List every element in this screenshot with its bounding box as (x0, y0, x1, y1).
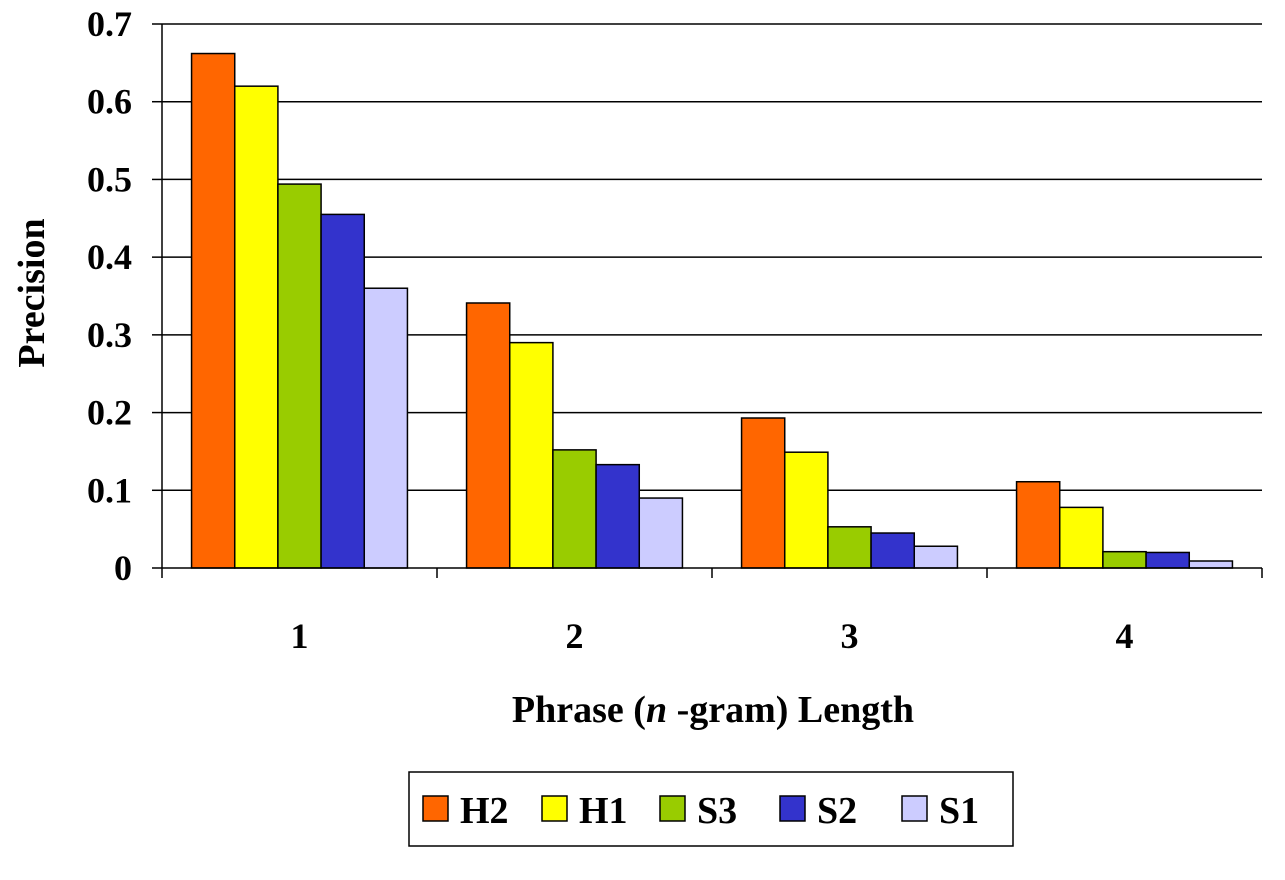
y-tick-labels: 0 0.1 0.2 0.3 0.4 0.5 0.6 0.7 (87, 4, 132, 588)
axes (152, 23, 1263, 578)
bar-h1-cat-3 (783, 451, 829, 569)
bars (190, 52, 1234, 569)
bar-s3-cat-1 (277, 183, 322, 569)
x-tick-label: 1 (291, 616, 309, 656)
bar-h1-cat-4 (1058, 506, 1104, 569)
bar-s2-cat-1 (320, 213, 366, 569)
y-tick-label: 0.5 (87, 159, 132, 199)
legend-label-h2: H2 (460, 790, 509, 832)
y-axis-title: Precision (11, 218, 53, 367)
legend-swatch-h1 (541, 795, 568, 822)
x-axis-title-part-3: -gram) Length (667, 689, 914, 731)
legend-items: H2 H1 S3 S2 S1 (422, 790, 979, 832)
legend-swatch-h2 (422, 795, 449, 822)
x-tick-labels: 1 2 3 4 (291, 616, 1134, 656)
y-tick-label: 0.4 (87, 237, 132, 277)
x-tick-label: 3 (841, 616, 859, 656)
bar-h2-cat-3 (740, 417, 786, 569)
bar-s3-cat-2 (552, 449, 597, 569)
x-axis-title-part-1: Phrase ( (512, 689, 646, 731)
y-tick-label: 0.2 (87, 393, 132, 433)
y-tick-label: 0 (114, 548, 132, 588)
legend-label-s3: S3 (697, 790, 737, 832)
legend-swatch-s2 (779, 795, 806, 822)
x-tick-label: 2 (566, 616, 584, 656)
bar-s3-cat-4 (1102, 550, 1147, 569)
bar-h2-cat-2 (465, 302, 511, 569)
bar-h1-cat-2 (508, 341, 554, 569)
x-tick-label: 4 (1116, 616, 1134, 656)
y-tick-label: 0.6 (87, 82, 132, 122)
legend-label-h1: H1 (579, 790, 628, 832)
y-tick-label: 0.3 (87, 315, 132, 355)
legend-label-s1: S1 (939, 790, 979, 832)
bar-s2-cat-3 (870, 532, 916, 569)
bar-s1-cat-1 (363, 287, 409, 569)
bar-s3-cat-3 (827, 526, 872, 569)
x-axis-title: Phrase (n -gram) Length (512, 689, 914, 731)
bar-s2-cat-2 (595, 463, 641, 569)
x-axis-title-part-2: n (646, 689, 667, 731)
legend-swatch-s3 (659, 795, 686, 822)
legend-swatch-s1 (901, 795, 928, 822)
bar-h1-cat-1 (233, 85, 279, 569)
bar-s2-cat-4 (1145, 551, 1191, 569)
y-tick-label: 0.1 (87, 470, 132, 510)
legend-label-s2: S2 (817, 790, 857, 832)
bar-s1-cat-4 (1188, 560, 1234, 569)
bar-s1-cat-2 (638, 497, 684, 569)
y-tick-label: 0.7 (87, 4, 132, 44)
bar-h2-cat-4 (1015, 480, 1061, 569)
bar-h2-cat-1 (190, 52, 236, 569)
bar-s1-cat-3 (913, 545, 959, 569)
legend: H2 H1 S3 S2 S1 (408, 771, 1014, 847)
